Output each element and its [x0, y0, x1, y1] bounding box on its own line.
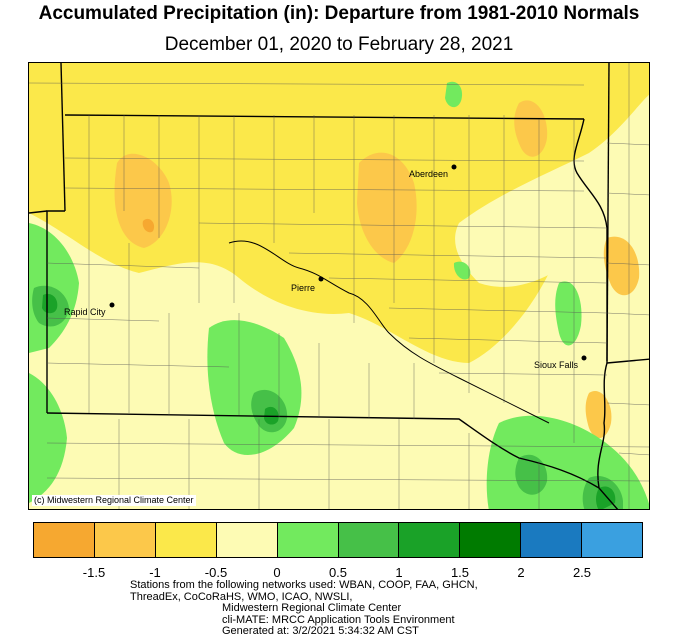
legend-swatch [338, 523, 400, 557]
legend-tick-label: 2 [517, 565, 525, 580]
state-borders [29, 63, 649, 509]
copyright-label: (c) Midwestern Regional Climate Center [32, 495, 196, 506]
region-dry-west-central [114, 153, 172, 248]
legend-swatch [94, 523, 156, 557]
city-label-pierre: Pierre [291, 283, 315, 293]
legend-tick-label: 1.5 [450, 565, 470, 580]
legend-swatch [460, 523, 522, 557]
legend-swatch [521, 523, 583, 557]
legend-tick-label: -1.5 [82, 565, 106, 580]
legend-tick-label: 0.5 [328, 565, 348, 580]
region-dry-east-edge [603, 236, 640, 296]
legend-tick-label: -1 [149, 565, 161, 580]
city-label-aberdeen: Aberdeen [409, 169, 448, 179]
legend-tick-label: -0.5 [204, 565, 228, 580]
city-rapid-city: Rapid City [64, 302, 115, 317]
region-near-normal-south [29, 213, 649, 509]
legend-swatch [582, 523, 643, 557]
legend-tick-label: 0 [273, 565, 281, 580]
legend-ticks: -1.5 -1 -0.5 0 0.5 1 1.5 2 2.5 [0, 565, 678, 581]
city-marker-pierre [318, 276, 324, 282]
legend-swatch [277, 523, 339, 557]
region-driest-spot [142, 218, 155, 233]
footer-credits: Stations from the following networks use… [130, 579, 600, 638]
missouri-river [228, 240, 550, 424]
legend-swatch [34, 523, 95, 557]
region-wet-lower-left [29, 373, 67, 503]
region-wettest-rapid-city [42, 293, 58, 314]
legend-tick-label: 1 [395, 565, 403, 580]
map-title: Accumulated Precipitation (in): Departur… [38, 3, 640, 24]
region-wet-east-spot [453, 261, 471, 280]
city-marker-rapid-city [109, 302, 115, 308]
city-label-sioux-falls: Sioux Falls [534, 360, 579, 370]
map-canvas: Aberdeen Pierre Rapid City Sioux Falls [29, 63, 649, 509]
legend-tick-label: 2.5 [572, 565, 592, 580]
city-marker-aberdeen [451, 164, 457, 170]
city-label-rapid-city: Rapid City [64, 307, 106, 317]
footer-line-climate: cli-MATE: MRCC Application Tools Environ… [222, 613, 455, 626]
legend-swatch [155, 523, 217, 557]
footer-line-center: Midwestern Regional Climate Center [222, 602, 402, 615]
map-subtitle: December 01, 2020 to February 28, 2021 [164, 34, 514, 55]
legend-swatch [399, 523, 461, 557]
city-marker-sioux-falls [581, 355, 587, 361]
footer-line-networks: Stations from the following networks use… [130, 579, 478, 591]
footer-line-networks-cont: ThreadEx, CoCoRaHS, WMO, ICAO, NWSLI, [130, 590, 353, 603]
city-sioux-falls: Sioux Falls [534, 355, 587, 370]
precipitation-departure-map: Aberdeen Pierre Rapid City Sioux Falls (… [28, 62, 650, 510]
region-wet-north [445, 81, 463, 108]
city-pierre: Pierre [291, 276, 324, 293]
region-dry-aberdeen-south [357, 152, 417, 263]
legend-swatch [216, 523, 278, 557]
footer-line-generated: Generated at: 3/2/2021 5:34:32 AM CST [222, 625, 419, 638]
city-aberdeen: Aberdeen [409, 164, 457, 179]
region-wet-sioux-falls [555, 281, 582, 346]
color-legend [33, 522, 643, 558]
region-wettest-far-southeast [596, 486, 616, 509]
region-dry-northeast [514, 100, 548, 157]
